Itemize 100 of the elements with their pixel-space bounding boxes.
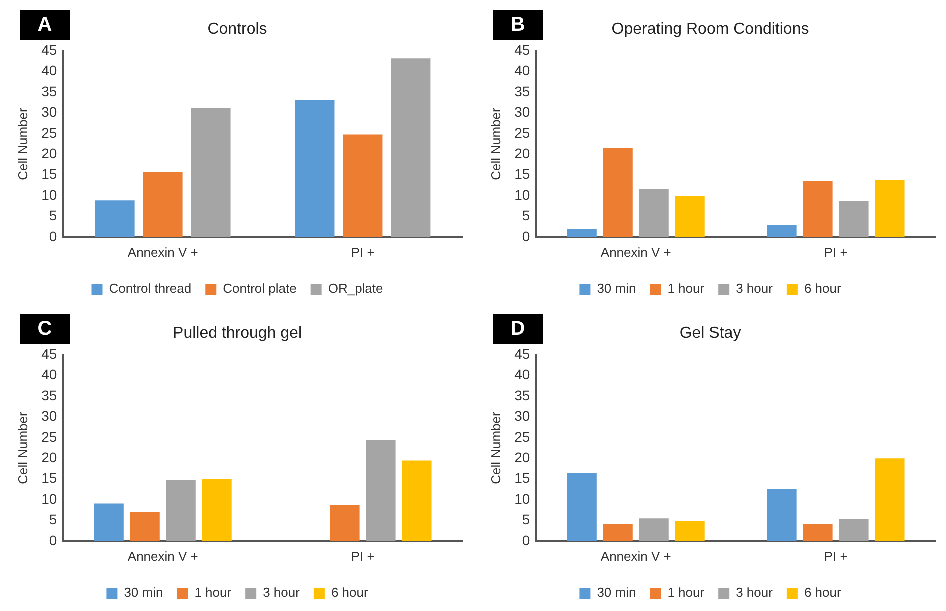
y-tick-label: 5 [522,208,530,224]
chart-title: Pulled through gel [173,325,302,342]
y-tick-label: 5 [49,208,58,224]
y-tick-label: 25 [42,124,58,141]
bar [330,505,360,542]
x-tick-label: PI + [824,548,848,564]
y-tick-label: 0 [49,532,58,548]
y-tick-label: 20 [514,146,530,162]
bar [675,196,705,238]
legend-label: 6 hour [804,585,842,600]
bar [567,473,597,542]
legend-label: 1 hour [668,585,706,600]
y-tick-label: 35 [42,387,58,404]
y-tick-label: 0 [49,228,58,244]
bar [391,58,431,238]
y-tick-label: 30 [42,104,58,120]
bar [94,504,124,542]
bar [567,230,597,238]
bar [143,172,183,238]
chart-title: Controls [208,21,268,38]
chart-title: Operating Room Conditions [612,21,810,38]
y-tick-label: 5 [522,512,530,528]
x-tick-label: PI + [824,244,848,260]
y-tick-label: 10 [514,186,530,203]
bar [767,489,797,542]
y-tick-label: 45 [514,346,530,362]
y-tick-label: 20 [42,450,58,466]
y-tick-label: 40 [42,366,58,383]
y-tick-label: 30 [42,408,58,424]
x-tick-label: Annexin V + [128,548,198,564]
legend-label: OR_plate [328,281,384,296]
bar [343,134,383,238]
bar [95,200,135,238]
legend-label: 3 hour [263,585,301,600]
y-axis-title: Cell Number [15,412,30,484]
bar [639,518,669,542]
legend-label: 30 min [597,585,636,600]
y-tick-label: 45 [42,42,58,58]
y-tick-label: 10 [514,490,530,507]
y-axis-title: Cell Number [488,108,504,180]
y-axis-title: Cell Number [15,108,30,180]
bar [875,458,905,542]
legend-label: 30 min [597,281,636,296]
x-tick-label: Annexin V + [128,244,198,260]
text: B [493,10,543,40]
bar [603,524,633,542]
bar [366,440,396,542]
y-tick-label: 30 [514,104,530,120]
legend-label: 3 hour [736,585,774,600]
y-tick-label: 25 [514,428,530,445]
y-tick-label: 15 [514,166,530,182]
legend-label: Control plate [223,281,297,296]
y-tick-label: 45 [514,42,530,58]
y-axis-title: Cell Number [488,412,504,484]
bar [402,460,432,542]
legend-label: 30 min [124,585,164,600]
y-tick-label: 35 [42,83,58,100]
x-tick-label: PI + [351,244,375,260]
bar [839,519,869,542]
y-tick-label: 40 [514,366,530,383]
text: A [20,10,70,40]
x-tick-label: Annexin V + [600,244,672,260]
y-tick-label: 25 [514,124,530,141]
text: D [493,314,543,344]
y-tick-label: 35 [514,387,530,404]
legend-label: Control thread [109,281,192,296]
y-tick-label: 25 [42,428,58,445]
bar [202,479,232,542]
y-tick-label: 10 [42,490,58,507]
bar [875,180,905,238]
y-tick-label: 15 [42,470,58,486]
x-tick-label: PI + [351,548,375,564]
y-tick-label: 0 [522,228,530,244]
bar [639,189,669,238]
bar [803,182,833,238]
text: C [20,314,70,344]
y-tick-label: 15 [514,470,530,486]
y-tick-label: 40 [514,62,530,79]
y-tick-label: 35 [514,83,530,100]
bar [166,480,196,542]
legend-label: 6 hour [331,585,369,600]
y-tick-label: 5 [49,512,58,528]
y-tick-label: 10 [42,186,58,203]
y-tick-label: 30 [514,408,530,424]
y-tick-label: 15 [42,166,58,182]
legend-label: 6 hour [804,281,842,296]
y-tick-label: 45 [42,346,58,362]
legend-label: 3 hour [736,281,774,296]
y-tick-label: 20 [42,146,58,162]
bar [130,512,160,542]
y-tick-label: 0 [522,532,530,548]
chart-title: Gel Stay [680,325,742,342]
bar [675,521,705,542]
bar [803,524,833,542]
legend-label: 1 hour [668,281,706,296]
y-tick-label: 20 [514,450,530,466]
x-tick-label: Annexin V + [600,548,672,564]
bar [295,100,335,238]
bar [191,108,231,238]
bar [767,225,797,238]
